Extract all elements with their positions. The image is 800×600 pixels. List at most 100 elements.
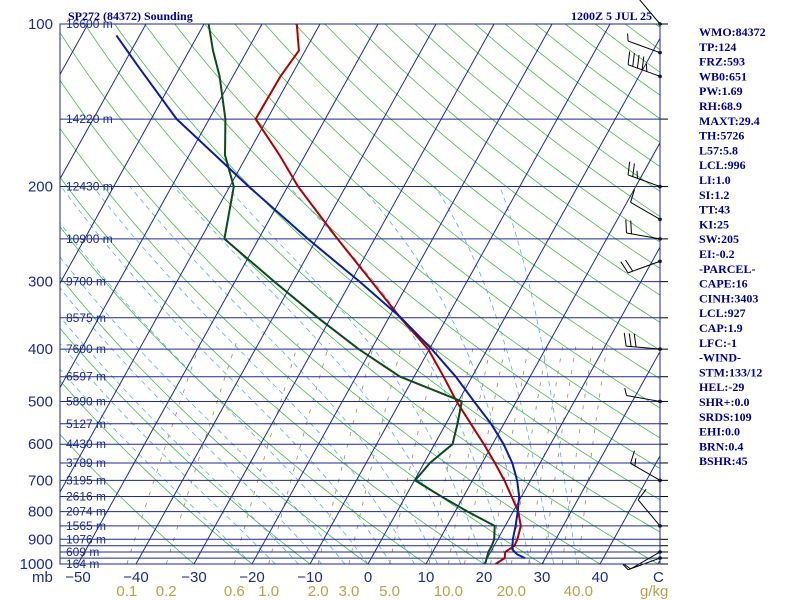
parcel-trace [115, 34, 526, 560]
temperature-tick-label: −50 [65, 569, 90, 586]
plot-border [59, 23, 661, 565]
pressure-tick-label: 700 [28, 472, 53, 489]
stat-line: FRZ:593 [699, 55, 745, 69]
stat-line: RH:68.9 [699, 99, 742, 113]
wind-barb-feather [630, 189, 635, 203]
wind-barb-feather [632, 163, 635, 177]
height-label: 7600 m [66, 342, 106, 356]
stat-line: CAP:1.9 [699, 321, 743, 335]
wind-barb-feather [624, 564, 631, 570]
temperature-tick-label: 20 [476, 569, 493, 586]
temperature-tick-label: −30 [181, 569, 206, 586]
wind-barb-feather [637, 488, 647, 501]
stat-line: TT:43 [699, 203, 730, 217]
temperature-tick-label: −10 [297, 569, 322, 586]
isotherm-line [60, 24, 263, 389]
dry-adiabat-line [114, 24, 660, 501]
wind-barb-feather [632, 53, 635, 67]
temperature-tick-label: 10 [418, 569, 435, 586]
stat-line: SHR+:0.0 [699, 395, 750, 409]
wind-barbs [620, 0, 662, 571]
stat-line: WMO:84372 [699, 25, 766, 39]
height-label: 2616 m [66, 490, 106, 504]
stat-line: EHI:0.0 [699, 425, 740, 439]
wind-barb [624, 550, 662, 570]
stat-line: WB0:651 [699, 69, 747, 83]
isobar-lines [60, 23, 668, 565]
temperature-tick-label: −20 [239, 569, 264, 586]
chart-grid [0, 24, 660, 564]
wind-barb-staff [630, 201, 661, 220]
height-label: 2074 m [66, 505, 106, 519]
wind-barb-staff [630, 551, 661, 570]
mixing-ratio-tick-label: 1.0 [258, 583, 279, 600]
isotherm-line [251, 24, 553, 564]
moist-adiabat-line [60, 316, 299, 564]
mixing-ratio-unit-label: g/kg [640, 583, 668, 600]
wind-barb-feather [628, 333, 632, 347]
isotherm-line [483, 246, 660, 564]
wind-barb-feather [625, 259, 634, 272]
wind-barb-staff [627, 40, 661, 54]
height-label: 5127 m [66, 417, 106, 431]
wind-barb-feather [622, 563, 629, 571]
wind-barb [623, 332, 662, 351]
isotherm-line [60, 24, 321, 494]
wind-barb [624, 388, 662, 404]
wind-barb [630, 189, 662, 222]
isotherm-line [0, 24, 30, 564]
height-label: 3195 m [66, 473, 106, 487]
stat-line: L57:5.8 [699, 143, 738, 157]
stat-line: LI:1.0 [699, 173, 731, 187]
stat-line: HEL:-29 [699, 380, 744, 394]
pressure-tick-label: 600 [28, 436, 53, 453]
stat-line: PW:1.69 [699, 84, 743, 98]
wind-barb-staff [639, 0, 661, 25]
stat-line: KI:25 [699, 217, 729, 231]
mixing-ratio-tick-label: 0.6 [224, 583, 245, 600]
wind-barb-feather [623, 332, 627, 347]
pressure-tick-label: 400 [28, 341, 53, 358]
pressure-tick-label: 500 [28, 393, 53, 410]
wind-barb-staff [626, 395, 661, 402]
temperature-tick-label: −40 [123, 569, 148, 586]
stat-line: SI:1.2 [699, 188, 729, 202]
moist-adiabat-line [60, 222, 369, 564]
wind-barb-feather [627, 51, 631, 65]
moist-adiabat-line [173, 186, 462, 564]
height-label: 5890 m [66, 394, 106, 408]
mixing-ratio-tick-label: 5.0 [379, 583, 400, 600]
moist-adiabat-line [434, 186, 554, 564]
stat-line: STM:133/12 [699, 365, 762, 379]
wind-barb-staff [626, 232, 661, 240]
sounding-traces [115, 24, 526, 564]
dry-adiabat-line [595, 24, 660, 73]
mixing-ratio-tick-label: 20.0 [497, 583, 526, 600]
wind-barb-feather [630, 450, 635, 464]
stat-line: SW:205 [699, 232, 739, 246]
stat-line: BSHR:45 [699, 454, 748, 468]
chart-title-right: 1200Z 5 JUL 25 [571, 9, 652, 23]
stat-line: CAPE:16 [699, 277, 748, 291]
height-label: 4430 m [66, 437, 106, 451]
chart-title-left: SP272 (84372) Sounding [68, 9, 193, 23]
height-label: 12430 m [66, 180, 113, 194]
dry-adiabat-line [60, 226, 427, 564]
wind-barb-feather [630, 220, 632, 234]
wind-barb-staff [637, 499, 661, 527]
height-label: 14220 m [66, 112, 113, 126]
isotherm-line [309, 24, 611, 564]
mixing-ratio-tick-label: 10.0 [434, 583, 463, 600]
pressure-tick-label: 900 [28, 531, 53, 548]
temperature-tick-label: 30 [534, 569, 551, 586]
wind-barb [627, 161, 662, 189]
stat-line: LCL:927 [699, 306, 746, 320]
wind-barb-feather [625, 219, 628, 234]
height-label: 609 m [66, 545, 99, 559]
dry-adiabat-line [84, 24, 660, 533]
wind-barb-staff [630, 462, 661, 481]
height-label: 3789 m [66, 456, 106, 470]
temperature-unit-label: C [653, 569, 664, 586]
pressure-tick-label: 1000 [20, 556, 53, 573]
